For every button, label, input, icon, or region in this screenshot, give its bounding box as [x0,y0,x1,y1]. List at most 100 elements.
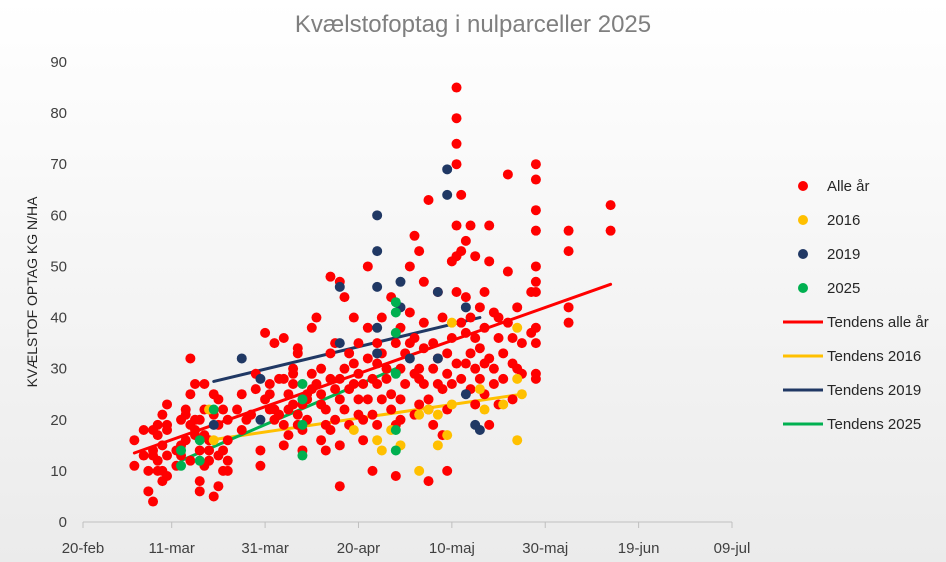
point-series-0 [376,312,387,323]
point-series-1 [414,409,425,420]
point-series-0 [428,338,439,349]
x-tick-label: 09-jul [714,540,751,557]
point-series-0 [372,379,383,389]
point-series-0 [460,292,471,303]
x-tick-label: 10-maj [429,540,475,557]
point-series-1 [414,465,425,476]
point-series-0 [334,481,345,492]
point-series-0 [502,266,513,277]
point-series-0 [442,368,453,379]
point-series-0 [456,246,467,257]
point-series-0 [185,389,196,400]
point-series-0 [381,373,392,384]
point-series-2 [334,338,345,349]
point-series-0 [334,373,345,384]
point-series-1 [516,389,527,400]
x-tick-label: 11-mar [149,540,195,557]
x-tick-label: 30-maj [522,540,568,557]
point-series-0 [274,409,285,420]
chart-title: Kvælstofoptag i nulparceller 2025 [295,11,651,38]
point-series-0 [138,425,149,435]
point-series-0 [278,373,289,384]
point-series-3 [390,327,401,338]
point-series-0 [353,338,364,349]
point-series-0 [502,317,513,328]
point-series-2 [334,281,345,292]
point-series-0 [199,379,210,389]
legend-label: 2025 [827,280,860,297]
point-series-0 [451,159,462,170]
point-series-0 [180,404,191,415]
point-series-0 [129,460,140,471]
point-series-3 [390,297,401,308]
point-series-2 [255,373,266,384]
point-series-0 [451,287,462,297]
point-series-3 [297,450,308,461]
point-series-0 [409,230,420,241]
point-series-2 [372,246,383,257]
point-series-0 [400,379,411,389]
point-series-0 [204,455,215,466]
point-series-0 [194,414,205,425]
point-series-0 [428,419,439,430]
x-tick-label: 20-feb [62,540,105,557]
x-tick-label: 31-mar [241,540,289,557]
point-series-0 [530,276,541,287]
point-series-0 [218,404,229,415]
point-series-0 [348,379,359,389]
point-series-2 [372,281,383,292]
point-series-0 [255,460,266,471]
legend-label: Tendens 2025 [827,416,921,433]
point-series-0 [218,445,229,456]
point-series-3 [390,445,401,456]
legend-marker [798,181,808,191]
point-series-0 [311,379,322,389]
point-series-0 [194,445,205,456]
point-series-0 [386,404,397,415]
point-series-0 [530,322,541,333]
point-series-0 [148,445,159,456]
point-series-0 [232,404,243,415]
y-tick-label: 20 [50,412,67,429]
point-series-0 [264,389,275,400]
point-series-0 [474,302,485,313]
point-series-0 [428,363,439,374]
point-series-1 [423,404,434,415]
point-series-0 [479,287,490,297]
point-series-0 [330,384,341,395]
point-series-0 [390,471,401,481]
point-series-0 [288,363,299,374]
point-series-0 [530,338,541,349]
point-series-2 [372,322,383,333]
legend-label: Tendens 2019 [827,382,921,399]
point-series-0 [484,220,495,231]
point-series-0 [493,333,504,343]
point-series-0 [222,414,233,425]
point-series-0 [260,327,271,338]
point-series-1 [348,425,359,435]
point-series-0 [488,363,499,374]
point-series-2 [442,189,453,200]
point-series-0 [530,205,541,216]
point-series-0 [316,389,327,400]
point-series-0 [437,384,448,395]
point-series-0 [488,379,499,389]
point-series-0 [180,435,191,446]
point-series-0 [418,317,429,328]
point-series-0 [418,379,429,389]
point-series-0 [484,419,495,430]
point-series-0 [530,261,541,272]
y-tick-label: 10 [50,463,67,480]
point-series-2 [372,210,383,221]
point-series-0 [395,414,406,425]
point-series-1 [432,409,443,420]
point-series-0 [264,379,275,389]
point-series-3 [176,445,187,456]
point-series-0 [563,302,574,313]
point-series-0 [409,333,420,343]
point-series-0 [353,394,364,405]
point-series-0 [278,419,289,430]
point-series-1 [512,435,523,446]
point-series-0 [344,348,355,359]
